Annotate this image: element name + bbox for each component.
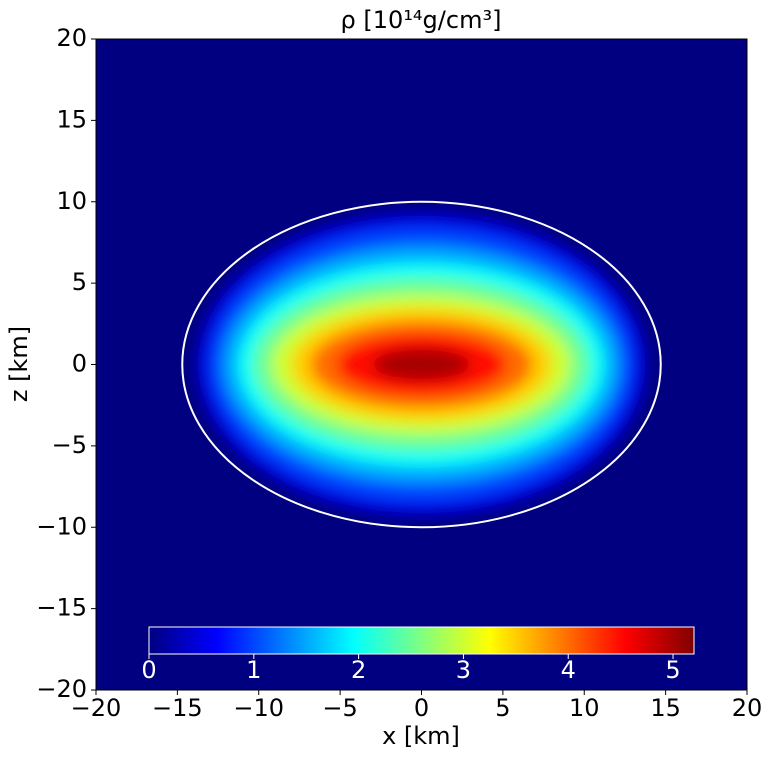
colorbar-tick-label: 1 (246, 656, 261, 684)
contour-clip (196, 213, 647, 516)
x-tick-label: 20 (732, 694, 763, 722)
colorbar-tick-label: 4 (561, 656, 576, 684)
y-tick-label: 15 (56, 105, 87, 133)
surface-contour (181, 200, 662, 529)
y-axis-label: z [km] (5, 326, 33, 402)
colorbar-tick-label: 2 (351, 656, 366, 684)
x-tick-label: −5 (322, 694, 357, 722)
colorbar (148, 626, 695, 655)
y-tick-label: −10 (36, 512, 87, 540)
x-axis-label: x [km] (382, 722, 460, 750)
x-tick-label: 5 (495, 694, 510, 722)
x-tick-label: −10 (233, 694, 284, 722)
y-tick-label: 20 (56, 24, 87, 52)
x-tick-label: 15 (650, 694, 681, 722)
x-tick-label: −15 (152, 694, 203, 722)
y-tick-label: −5 (52, 431, 87, 459)
y-tick-label: 10 (56, 187, 87, 215)
colorbar-tick-label: 5 (665, 656, 680, 684)
y-tick-label: −20 (36, 675, 87, 703)
colorbar-tick-label: 3 (456, 656, 471, 684)
chart-title: ρ [10¹⁴g/cm³] (341, 6, 502, 34)
contour-group (196, 213, 647, 516)
x-tick-label: 0 (414, 694, 429, 722)
x-tick-label: −20 (71, 694, 122, 722)
x-tick-label: 10 (569, 694, 600, 722)
y-tick-label: −15 (36, 594, 87, 622)
colorbar-tick-label: 0 (141, 656, 156, 684)
y-tick-label: 0 (72, 350, 87, 378)
y-tick-label: 5 (72, 268, 87, 296)
contour-fill (372, 348, 471, 381)
